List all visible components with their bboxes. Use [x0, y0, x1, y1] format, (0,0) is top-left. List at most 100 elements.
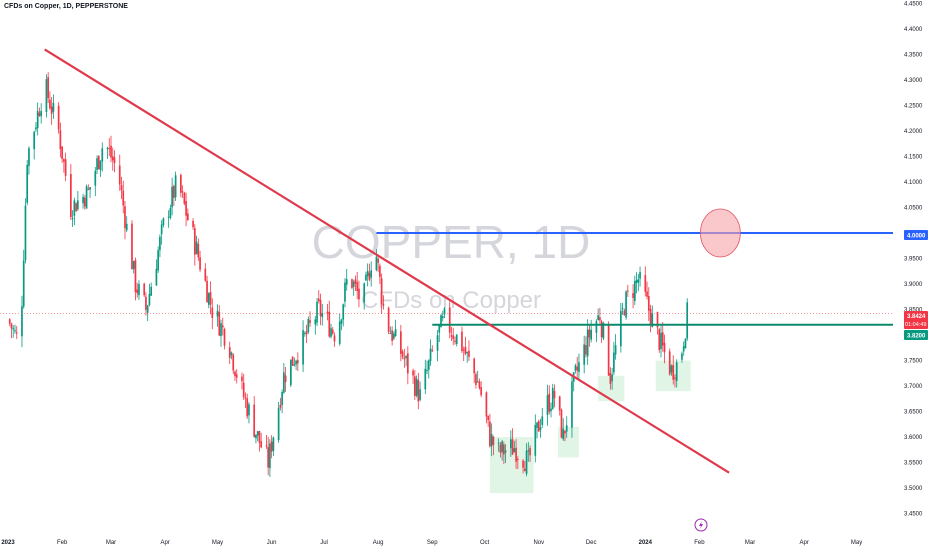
candle-body	[487, 415, 489, 421]
price-tick-label: 4.1000	[904, 180, 923, 186]
candle-body	[101, 148, 104, 162]
candle-body	[248, 404, 250, 416]
candle-body	[586, 329, 589, 357]
candle-body	[480, 387, 483, 396]
candle-body	[246, 398, 249, 417]
candle-body	[342, 304, 345, 320]
candle-body	[89, 187, 91, 190]
target-circle[interactable]	[699, 208, 741, 258]
candle-body	[358, 288, 360, 300]
candle-body	[401, 351, 404, 358]
candle-body	[473, 358, 476, 374]
candle-body	[613, 352, 615, 373]
price-tick-label: 3.9000	[904, 282, 923, 288]
candle-body	[38, 112, 41, 116]
candle-body	[146, 305, 149, 313]
candle-body	[672, 364, 675, 380]
price-axis[interactable]: 4.4500 4.4000 4.3500 4.3000 4.2500 4.2000 4.15…	[904, 2, 923, 518]
candle-body	[63, 159, 65, 162]
candle-body	[609, 373, 612, 384]
candle-body	[47, 77, 50, 99]
candle-body	[110, 145, 112, 158]
candle-body	[22, 260, 25, 307]
last-price-label: 3.8424	[907, 314, 926, 320]
candle-body	[352, 281, 355, 287]
candle-body	[649, 308, 652, 326]
candle-body	[303, 332, 306, 334]
time-tick-label: May	[851, 540, 862, 546]
candle-body	[438, 325, 441, 333]
candle-body	[651, 313, 654, 328]
candle-body	[462, 349, 465, 351]
candle-body	[468, 350, 470, 357]
candle-body	[218, 311, 221, 336]
time-tick-label: Apr	[800, 540, 809, 546]
support-price-tag	[904, 330, 928, 340]
lightning-icon[interactable]	[694, 518, 708, 532]
candle-body	[206, 280, 208, 303]
candle-body	[193, 228, 196, 255]
price-tick-label: 3.9500	[904, 257, 923, 263]
candle-body	[660, 332, 662, 349]
candle-body	[52, 102, 55, 112]
annotation-lines[interactable]	[0, 48, 893, 474]
candle-body	[443, 308, 446, 315]
candle-body	[192, 220, 194, 228]
candle-body	[558, 396, 561, 411]
price-tick-label: 4.3500	[904, 53, 923, 59]
candle-body	[290, 359, 292, 386]
price-tick-label: 4.4500	[904, 2, 923, 8]
candle-body	[122, 190, 125, 206]
candle-body	[534, 425, 537, 456]
candle-body	[136, 289, 139, 294]
candle-body	[461, 331, 463, 352]
candle-body	[269, 443, 271, 469]
candle-body	[387, 307, 390, 333]
candle-body	[234, 371, 236, 377]
candle-body	[113, 157, 116, 164]
candle-body	[281, 392, 283, 405]
candle-body	[370, 270, 373, 278]
trendline[interactable]	[44, 48, 730, 474]
time-tick-label: Dec	[586, 540, 597, 546]
candle-body	[220, 323, 222, 337]
candle-body	[466, 352, 469, 354]
candle-body	[485, 392, 488, 417]
candle-body	[338, 321, 341, 344]
candle-body	[10, 323, 13, 329]
candle-body	[565, 425, 568, 432]
candle-body	[424, 368, 427, 390]
candle-body	[513, 448, 516, 453]
candle-body	[14, 330, 16, 332]
candle-body	[448, 307, 451, 333]
candle-body	[501, 441, 503, 453]
candle-body	[675, 362, 678, 382]
candle-body	[256, 431, 259, 436]
candle-body	[167, 216, 170, 218]
candle-body	[597, 315, 599, 320]
price-tick-label: 4.1500	[904, 155, 923, 161]
time-tick-label: Nov	[533, 540, 544, 546]
candle-body	[35, 127, 37, 130]
candle-body	[97, 156, 100, 169]
candle-body	[15, 332, 18, 334]
candle-body	[475, 374, 477, 385]
time-tick-label: Mar	[106, 540, 116, 546]
time-axis[interactable]: 2023 Feb Mar Apr May Jun Jul Aug Sep Oct Nov Dec 202…	[1, 540, 862, 546]
candle-body	[492, 436, 495, 445]
candle-body	[644, 275, 647, 292]
candle-body	[333, 335, 336, 342]
candle-body	[50, 106, 53, 114]
candle-body	[682, 346, 685, 352]
candle-body	[504, 450, 507, 453]
candle-body	[391, 330, 393, 341]
candle-body	[232, 354, 235, 371]
candle-body	[548, 393, 551, 412]
demand-zones	[489, 360, 691, 494]
candle-body	[40, 110, 43, 117]
candle-body	[611, 374, 613, 382]
time-tick-label: 2023	[1, 540, 15, 546]
candle-body	[599, 317, 601, 321]
candle-body	[351, 279, 353, 288]
